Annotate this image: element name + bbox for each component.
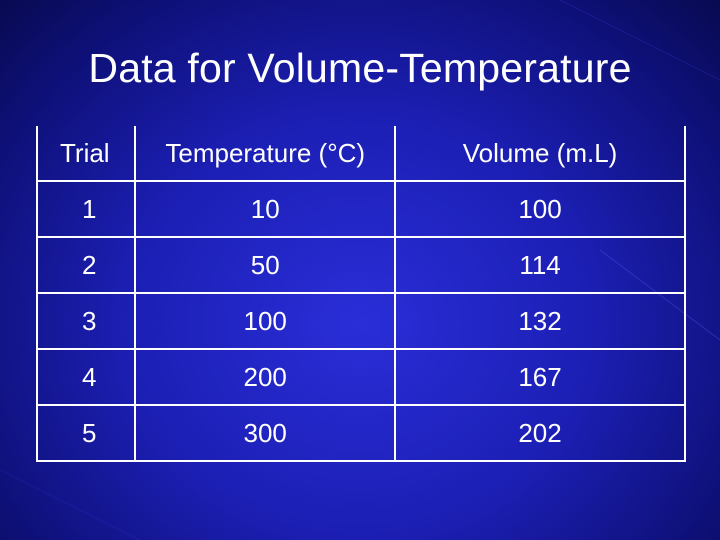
cell-volume: 202	[394, 404, 686, 462]
table-row: 1 10 100	[35, 180, 686, 238]
cell-volume: 132	[394, 292, 686, 350]
table-row: 3 100 132	[35, 292, 686, 350]
header-volume: Volume (m.L)	[394, 126, 686, 182]
table-row: 5 300 202	[35, 404, 686, 462]
header-temperature: Temperature (°C)	[134, 126, 397, 182]
cell-trial: 5	[35, 404, 137, 462]
cell-volume: 167	[394, 348, 686, 406]
cell-trial: 2	[35, 236, 137, 294]
data-table: Trial Temperature (°C) Volume (m.L) 1 10…	[35, 126, 686, 462]
cell-temperature: 100	[134, 292, 397, 350]
cell-trial: 1	[35, 180, 137, 238]
table-header-row: Trial Temperature (°C) Volume (m.L)	[35, 126, 686, 182]
cell-volume: 114	[394, 236, 686, 294]
slide-title: Data for Volume-Temperature	[88, 45, 632, 91]
cell-temperature: 10	[134, 180, 397, 238]
cell-volume: 100	[394, 180, 686, 238]
cell-temperature: 200	[134, 348, 397, 406]
cell-trial: 3	[35, 292, 137, 350]
header-trial: Trial	[35, 126, 137, 182]
table-row: 2 50 114	[35, 236, 686, 294]
cell-temperature: 50	[134, 236, 397, 294]
table-row: 4 200 167	[35, 348, 686, 406]
cell-temperature: 300	[134, 404, 397, 462]
cell-trial: 4	[35, 348, 137, 406]
